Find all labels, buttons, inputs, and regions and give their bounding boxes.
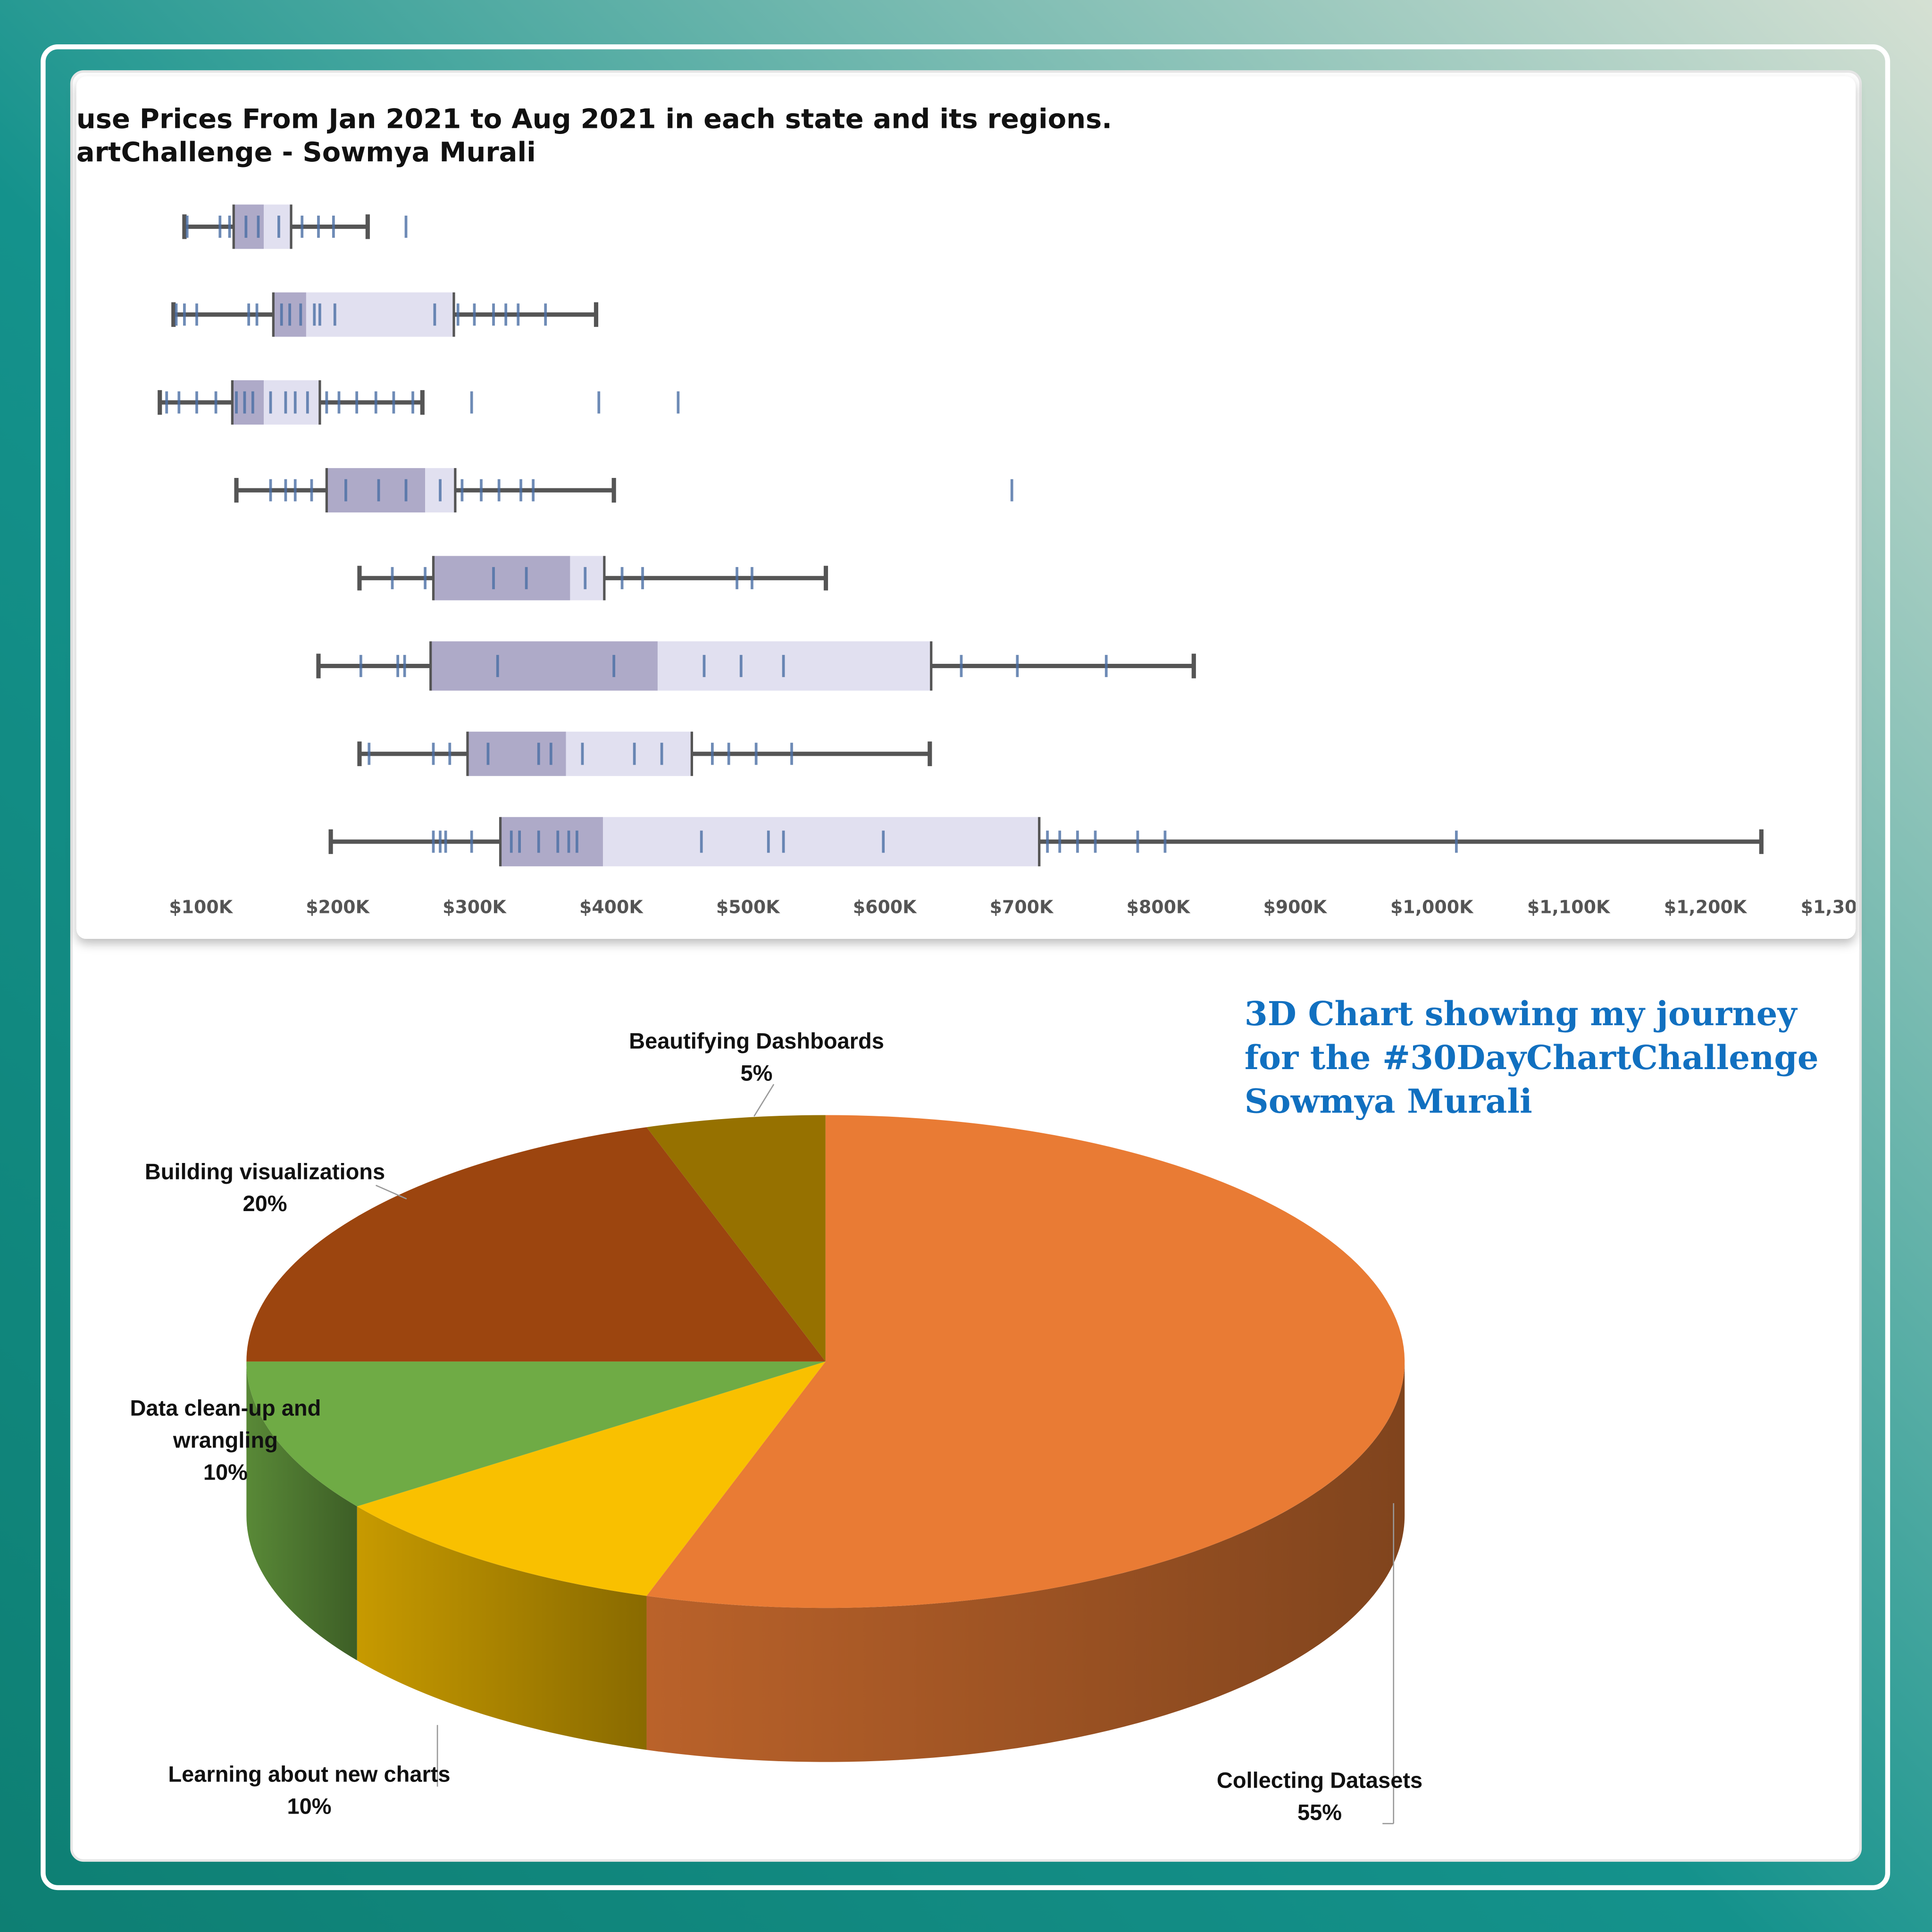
- x-tick-label: $700K: [990, 896, 1054, 917]
- slice-category: Collecting Datasets: [1216, 1768, 1423, 1793]
- slice-label-box: Learning about new charts 10%: [149, 1758, 469, 1823]
- x-tick-label: $900K: [1263, 896, 1327, 917]
- slice-category: Beautifying Dashboards: [629, 1029, 884, 1054]
- slice-label-box: Building visualizations 20%: [123, 1156, 407, 1220]
- pie-slice: [246, 1127, 826, 1362]
- x-tick-label: $400K: [579, 896, 644, 917]
- slice-value: 5%: [740, 1061, 773, 1086]
- x-tick-label: $1,000K: [1390, 896, 1474, 917]
- slice-label: Collecting Datasets 55%: [1184, 1765, 1455, 1829]
- chart-title: artChallenge - Sowmya Murali: [76, 136, 536, 168]
- slice-value: 55%: [1297, 1800, 1342, 1825]
- slice-side: [246, 1361, 357, 1661]
- slice-value: 10%: [287, 1794, 332, 1819]
- slice-label: Learning about new charts 10%: [149, 1758, 469, 1823]
- x-tick-label: $1,200K: [1664, 896, 1748, 917]
- pie-chart: Collecting Datasets 55% Learning about new…: [102, 994, 1819, 1829]
- pie-slice: [357, 1361, 826, 1596]
- box-lower: [326, 468, 426, 513]
- box-upper: [657, 641, 931, 691]
- slice-label: Beautifying Dashboards 5%: [609, 1025, 904, 1089]
- box-upper: [570, 556, 604, 601]
- slice-category: Learning about new charts: [168, 1762, 451, 1787]
- box-upper: [306, 292, 454, 337]
- x-tick-label: $500K: [716, 896, 780, 917]
- slice-side: [357, 1506, 647, 1750]
- box-chart: use Prices From Jan 2021 to Aug 2021 in …: [76, 103, 1884, 918]
- slice-side: [646, 1361, 1405, 1762]
- x-tick-label: $1,300K: [1801, 896, 1884, 917]
- x-tick-label: $600K: [853, 896, 917, 917]
- x-tick-label: $1,100K: [1527, 896, 1611, 917]
- leader-line: [753, 1084, 775, 1117]
- box-upper: [264, 380, 320, 425]
- box-lower: [430, 641, 658, 691]
- slice-label: Building visualizations 20%: [123, 1156, 407, 1220]
- chart-title: 3D Chart showing my journey: [1245, 994, 1798, 1033]
- slice-label-box: Collecting Datasets 55%: [1184, 1765, 1455, 1829]
- slice-label: Data clean-up and wrangling 10%: [102, 1392, 349, 1489]
- x-tick-label: $300K: [443, 896, 507, 917]
- box-upper: [602, 817, 1039, 867]
- slice-value: 20%: [243, 1191, 287, 1216]
- x-tick-label: $200K: [306, 896, 370, 917]
- slice-label-box: Data clean-up and wrangling 10%: [102, 1392, 349, 1489]
- slice-value: 10%: [203, 1460, 248, 1485]
- chart-title: for the #30DayChartChallenge: [1245, 1038, 1819, 1077]
- slice-category: Building visualizations: [144, 1159, 385, 1184]
- box-lower: [500, 817, 603, 867]
- pie-sides: [246, 1361, 1405, 1762]
- box-upper: [566, 731, 692, 776]
- pie-slice: [246, 1361, 826, 1506]
- outer-frame: [41, 44, 1890, 1890]
- pie-slice: [646, 1115, 1405, 1608]
- box-lower: [433, 556, 570, 601]
- x-tick-label: $800K: [1127, 896, 1191, 917]
- box-lower: [467, 731, 566, 776]
- box-upper: [264, 204, 292, 249]
- leader-line: [376, 1185, 407, 1200]
- chart-title: use Prices From Jan 2021 to Aug 2021 in …: [76, 103, 1112, 135]
- slice-label-box: Beautifying Dashboards 5%: [609, 1025, 904, 1089]
- x-tick-label: $100K: [169, 896, 233, 917]
- box-panel: [76, 76, 1856, 939]
- chart-title: Sowmya Murali: [1245, 1082, 1532, 1121]
- pie-slice: [646, 1115, 826, 1362]
- slice-category: Data clean-up and wrangling: [130, 1396, 321, 1453]
